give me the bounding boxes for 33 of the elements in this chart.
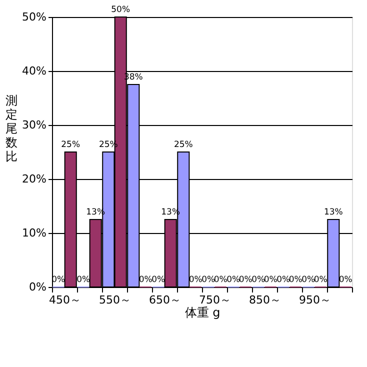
y-tick-label: 20% bbox=[22, 172, 46, 186]
x-tick-label: 750～ bbox=[199, 294, 231, 306]
x-tick-label: 950～ bbox=[299, 294, 331, 306]
data-label: 0% bbox=[314, 275, 328, 285]
data-label: 0% bbox=[188, 275, 202, 285]
data-label: 0% bbox=[238, 275, 252, 285]
data-label: 13% bbox=[324, 208, 343, 218]
x-tick-label: 850～ bbox=[249, 294, 281, 306]
x-tick-label: 550～ bbox=[99, 294, 131, 306]
data-label: 25% bbox=[61, 140, 80, 150]
data-label: 0% bbox=[276, 275, 290, 285]
y-tick-label: 40% bbox=[22, 64, 46, 78]
y-tick-label: 50% bbox=[22, 10, 46, 24]
y-axis-title: 測定尾数比 bbox=[6, 94, 18, 164]
data-label: 0% bbox=[138, 275, 152, 285]
y-tick-label: 10% bbox=[22, 226, 46, 240]
data-label: 0% bbox=[202, 275, 216, 285]
data-label: 0% bbox=[214, 275, 228, 285]
x-axis-title: 体重 g bbox=[184, 306, 220, 320]
x-tick-label: 450～ bbox=[49, 294, 81, 306]
y-tick-label: 30% bbox=[22, 118, 46, 132]
data-label: 0% bbox=[252, 275, 266, 285]
data-label: 25% bbox=[174, 140, 193, 150]
data-label: 0% bbox=[264, 275, 278, 285]
data-label: 50% bbox=[111, 5, 130, 15]
data-label: 0% bbox=[152, 275, 166, 285]
data-label: 0% bbox=[302, 275, 316, 285]
x-tick-label: 650～ bbox=[149, 294, 181, 306]
y-tick-label: 0% bbox=[29, 280, 46, 294]
data-label: 0% bbox=[76, 275, 90, 285]
data-label: 0% bbox=[226, 275, 240, 285]
data-label: 0% bbox=[338, 275, 352, 285]
data-label: 0% bbox=[288, 275, 302, 285]
